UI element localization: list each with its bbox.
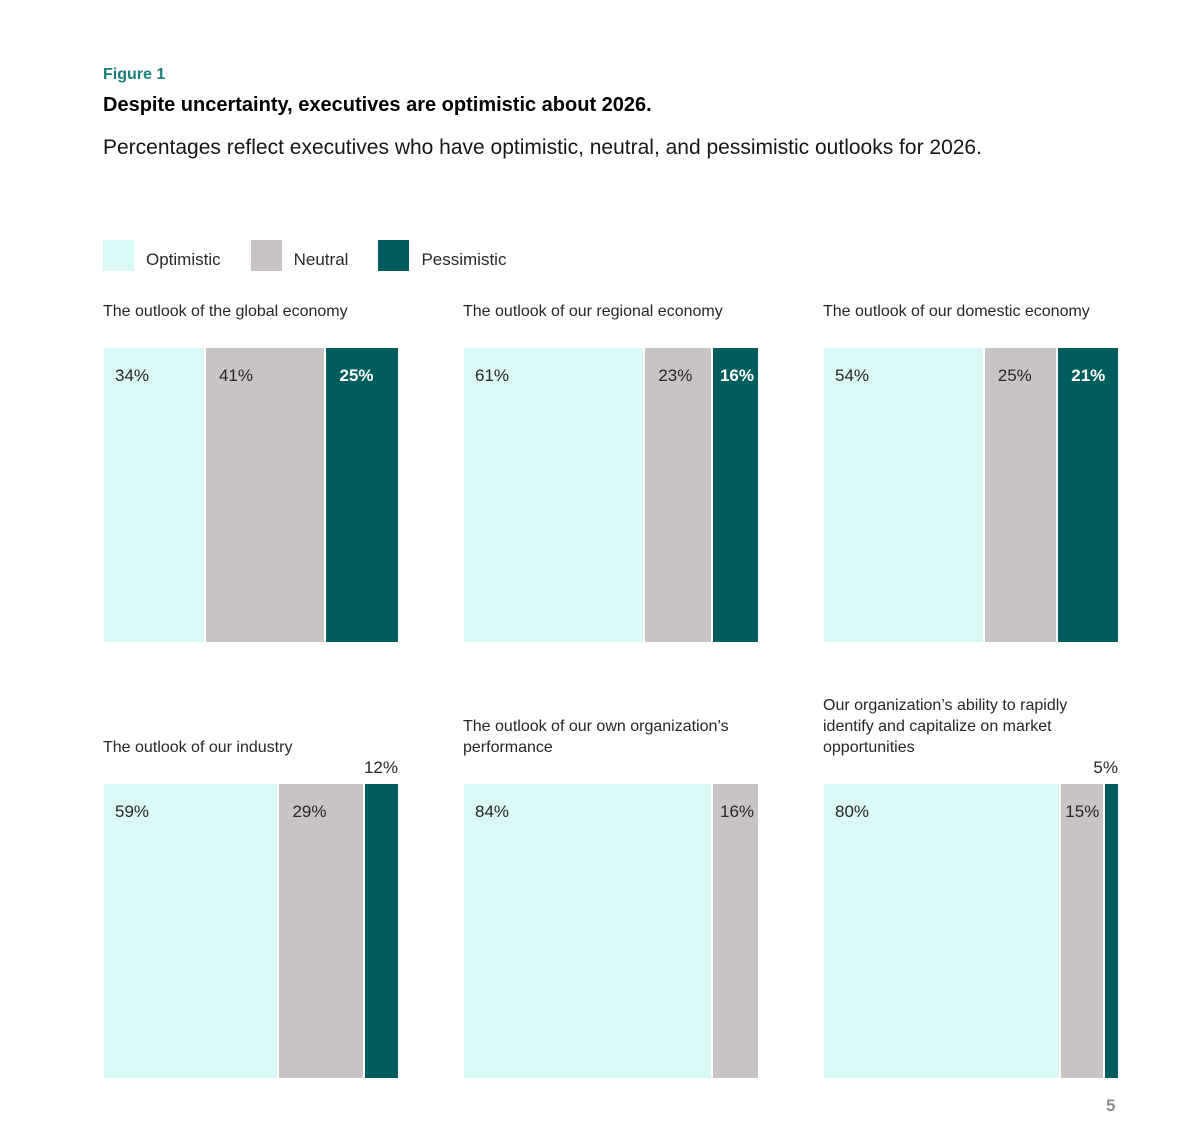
data-label: 25% (997, 366, 1032, 385)
data-label: 84% (475, 802, 510, 821)
bar-segment-neutral: 23% (643, 348, 711, 642)
data-label: 23% (658, 366, 693, 385)
data-label: 16% (719, 366, 754, 385)
stacked-bar: 34% 41% 25% (104, 348, 398, 642)
data-label: 61% (475, 366, 510, 385)
bar-segment-neutral: 41% (203, 348, 325, 642)
legend-label-pessimistic: Pessimistic (421, 249, 507, 269)
data-label: 34% (115, 366, 150, 385)
panel-title: Our organization’s ability to rapidly id… (823, 697, 1068, 756)
bar-segment-pessimistic: 25% (324, 348, 398, 642)
panel-title: The outlook of the global economy (103, 303, 348, 320)
data-label: 25% (339, 366, 374, 385)
bar-segment-neutral: 29% (277, 784, 363, 1078)
legend-swatch-optimistic (103, 240, 134, 271)
stacked-bar: 80% 15% (824, 784, 1118, 1078)
bar-segment-optimistic: 34% (104, 348, 204, 642)
legend-item-pessimistic: Pessimistic (378, 240, 506, 271)
bar-segment-pessimistic: 21% (1056, 348, 1118, 642)
chart-subtitle: Percentages reflect executives who have … (103, 136, 982, 159)
bar-segment-optimistic: 54% (824, 348, 983, 642)
bar-segment-optimistic: 80% (824, 784, 1060, 1078)
stacked-bar: 54% 25% 21% (824, 348, 1118, 642)
bar-segment-optimistic: 84% (464, 784, 711, 1078)
data-label: 16% (719, 802, 755, 821)
data-label: 41% (218, 366, 253, 385)
data-label: 80% (835, 802, 870, 821)
stacked-bar: 61% 23% 16% (464, 348, 758, 642)
bar-segment-optimistic: 59% (104, 784, 278, 1078)
bar-segment-pessimistic (1103, 784, 1118, 1078)
bar-segment-neutral: 15% (1059, 784, 1104, 1078)
data-label-outside: 5% (1093, 758, 1118, 777)
data-label: 21% (1071, 366, 1106, 385)
figure-label: Figure 1 (103, 66, 166, 83)
data-label: 29% (292, 802, 327, 821)
legend-item-optimistic: Optimistic (103, 240, 221, 271)
legend-label-neutral: Neutral (293, 249, 349, 269)
bar-segment-pessimistic (362, 784, 398, 1078)
data-label-outside: 12% (363, 758, 398, 777)
chart-title: Despite uncertainty, executives are opti… (103, 94, 652, 116)
data-label: 54% (835, 366, 870, 385)
legend-swatch-pessimistic (378, 240, 410, 271)
legend-label-optimistic: Optimistic (146, 249, 221, 269)
page-number: 5 (1106, 1096, 1116, 1115)
bar-segment-pessimistic: 16% (710, 348, 758, 642)
data-label: 59% (115, 802, 150, 821)
data-label: 15% (1065, 802, 1100, 821)
legend-swatch-neutral (250, 240, 282, 271)
legend: Optimistic Neutral Pessimistic (103, 240, 536, 271)
bar-segment-optimistic: 61% (464, 348, 644, 642)
legend-item-neutral: Neutral (250, 240, 349, 271)
bar-segment-neutral: 16% (710, 784, 758, 1078)
stacked-bar: 59% 29% (104, 784, 398, 1078)
panel-title: The outlook of our own organization’s pe… (463, 718, 729, 756)
panel-title: The outlook of our regional economy (463, 303, 723, 320)
bar-segment-neutral: 25% (982, 348, 1057, 642)
panel-title: The outlook of our domestic economy (823, 303, 1090, 320)
stacked-bar: 84% 16% (464, 784, 758, 1078)
panel-title: The outlook of our industry (103, 739, 293, 756)
